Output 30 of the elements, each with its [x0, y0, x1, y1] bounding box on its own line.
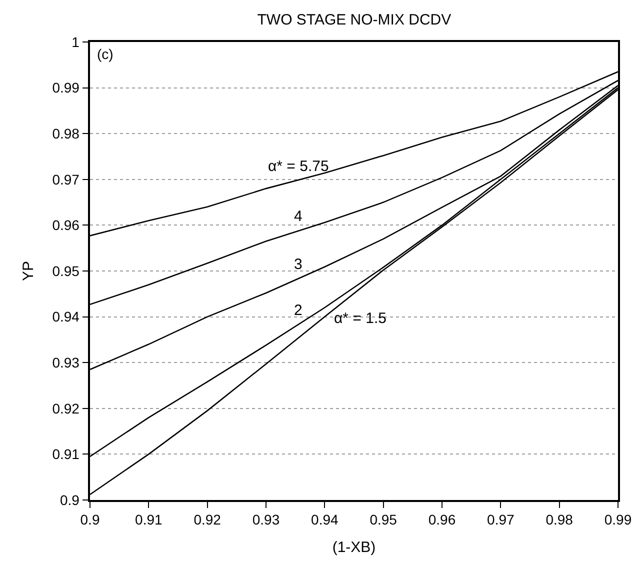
- y-tick-label: 0.9: [60, 492, 80, 508]
- y-tick-label: 0.94: [52, 308, 80, 325]
- x-tick-label: 0.92: [194, 512, 222, 528]
- y-tick-label: 1: [72, 34, 80, 50]
- series-label: α* = 5.75: [268, 158, 329, 175]
- y-tick-label: 0.97: [52, 171, 80, 188]
- y-tick-label: 0.99: [52, 80, 80, 96]
- series-label: 3: [294, 256, 302, 273]
- series-label: α* = 1.5: [334, 310, 386, 327]
- y-axis-title: YP: [20, 260, 37, 282]
- series-label: 2: [294, 302, 302, 319]
- x-tick-label: 0.95: [370, 512, 398, 528]
- y-tick-label: 0.92: [52, 400, 80, 416]
- series-label: 4: [294, 208, 302, 225]
- y-tick-label: 0.96: [52, 217, 80, 234]
- x-tick-label: 0.91: [135, 512, 163, 528]
- x-axis-title: (1-XB): [332, 539, 376, 556]
- y-tick-label: 0.98: [52, 126, 80, 142]
- annotation: (c): [97, 46, 114, 62]
- x-tick-label: 0.93: [252, 512, 280, 528]
- chart-title: TWO STAGE NO-MIX DCDV: [257, 12, 452, 29]
- y-tick-label: 0.95: [52, 262, 80, 279]
- x-tick-label: 0.9: [80, 512, 100, 528]
- x-tick-label: 0.97: [487, 512, 515, 528]
- x-tick-label: 0.99: [604, 512, 632, 528]
- x-tick-label: 0.96: [428, 512, 456, 528]
- x-tick-label: 0.98: [546, 512, 574, 528]
- y-tick-label: 0.93: [52, 354, 80, 370]
- x-tick-label: 0.94: [311, 512, 339, 528]
- y-tick-label: 0.91: [52, 446, 80, 462]
